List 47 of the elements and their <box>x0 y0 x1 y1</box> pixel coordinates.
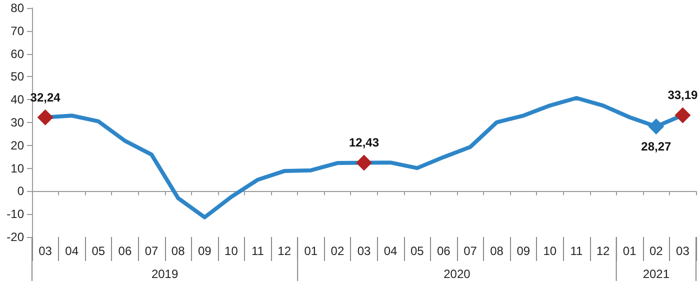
x-tick-label: 02 <box>330 244 344 258</box>
x-tick-label: 12 <box>596 244 610 258</box>
x-tick-label: 07 <box>144 244 159 258</box>
y-tick-label: 80 <box>10 1 24 15</box>
x-tick-label: 07 <box>464 244 478 258</box>
y-tick-label: 30 <box>10 116 24 130</box>
text: 2020 <box>444 267 471 281</box>
x-tick-label: 10 <box>224 244 238 258</box>
x-tick-label: 11 <box>570 244 584 258</box>
x-tick-label: 08 <box>171 244 186 258</box>
text: 2019 <box>151 267 178 281</box>
x-tick-label: 01 <box>622 244 637 258</box>
x-tick-label: 03 <box>676 244 690 258</box>
x-tick-label: 09 <box>198 244 212 258</box>
x-tick-label: 10 <box>543 244 557 258</box>
y-tick-label: -10 <box>6 207 24 222</box>
point <box>37 109 54 126</box>
x-tick-label: 03 <box>38 244 52 258</box>
y-tick-label: 60 <box>10 46 24 61</box>
data-label: 28,27 <box>641 139 672 154</box>
point <box>356 154 372 171</box>
point <box>648 118 664 134</box>
x-tick-label: 04 <box>384 244 398 258</box>
y-tick-label: 10 <box>10 161 24 176</box>
x-tick-label: 12 <box>278 244 292 258</box>
x-tick-label: 06 <box>118 244 132 258</box>
y-tick-label: 0 <box>17 184 24 198</box>
x-tick-label: 05 <box>92 244 106 258</box>
data-label: 33,19 <box>668 88 698 102</box>
y-tick-label: 50 <box>10 70 24 84</box>
y-tick-label: 20 <box>10 138 24 152</box>
text: 2021 <box>642 267 670 281</box>
y-tick-label: -20 <box>6 230 24 244</box>
x-tick-label: 09 <box>516 244 530 258</box>
data-label: 12,43 <box>348 136 380 150</box>
x-tick-label: 04 <box>65 244 79 258</box>
y-tick-label: 70 <box>10 24 24 38</box>
x-tick-label: 08 <box>490 244 504 258</box>
x-tick-label: 01 <box>304 244 318 258</box>
x-tick-label: 02 <box>649 244 664 258</box>
x-tick-label: 03 <box>357 244 371 258</box>
x-tick-label: 11 <box>252 244 264 258</box>
x-tick-label: 05 <box>410 244 424 258</box>
point <box>674 107 691 124</box>
x-tick-label: 06 <box>437 244 451 258</box>
y-tick-label: 40 <box>10 92 24 107</box>
data-label: 32,24 <box>30 90 61 104</box>
